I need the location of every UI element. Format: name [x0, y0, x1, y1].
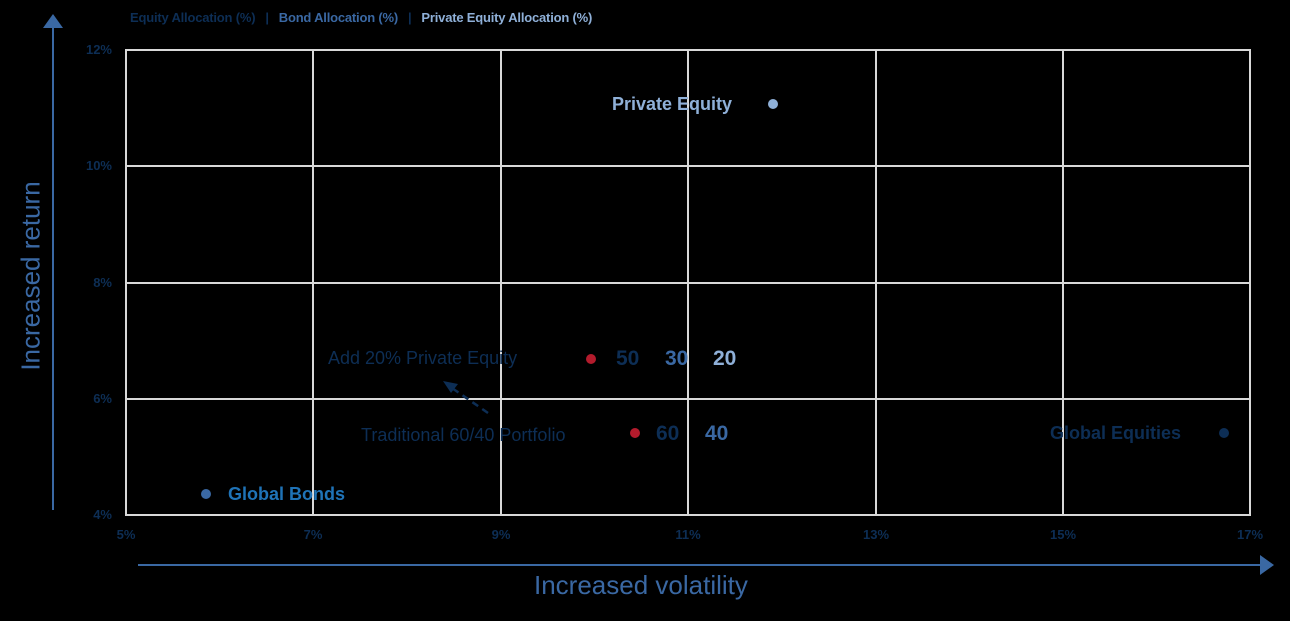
x-tick: 5%	[116, 527, 136, 542]
y-tick: 12%	[85, 42, 112, 57]
y-tick: 10%	[85, 158, 112, 173]
x-axis-title: Increased volatility	[534, 570, 748, 600]
legend-bond: Bond Allocation (%)	[278, 10, 398, 25]
alloc-traditional-equity: 60	[656, 422, 680, 445]
label-private-equity: Private Equity	[612, 94, 733, 114]
marker-global-bonds	[201, 489, 211, 499]
marker-global-equities	[1219, 428, 1229, 438]
marker-traditional	[630, 428, 640, 438]
x-tick: 13%	[862, 527, 890, 542]
chart-legend: Equity Allocation (%) | Bond Allocation (%…	[130, 10, 592, 25]
label-traditional: Traditional 60/40 Portfolio	[361, 425, 566, 445]
y-tick: 4%	[93, 507, 112, 522]
legend-separator: |	[407, 10, 412, 25]
alloc-add-pe-equity: 50	[616, 347, 640, 370]
alloc-traditional-bond: 40	[705, 422, 729, 445]
marker-private-equity	[768, 99, 778, 109]
label-add-pe: Add 20% Private Equity	[328, 348, 518, 368]
x-tick: 17%	[1236, 527, 1264, 542]
marker-add-pe	[586, 354, 596, 364]
plot-grid	[125, 49, 1251, 516]
legend-private-equity: Private Equity Allocation (%)	[421, 10, 593, 25]
y-tick: 8%	[93, 275, 112, 290]
x-tick: 11%	[675, 527, 701, 542]
label-global-bonds: Global Bonds	[228, 484, 345, 504]
x-axis-arrow-icon	[138, 555, 1274, 575]
y-axis-arrow-icon	[43, 14, 63, 510]
label-global-equities: Global Equities	[1050, 423, 1182, 443]
y-tick: 6%	[93, 391, 112, 406]
x-tick: 7%	[303, 527, 323, 542]
legend-equity: Equity Allocation (%)	[130, 10, 256, 25]
alloc-add-pe-bond: 30	[665, 347, 689, 370]
x-tick: 9%	[491, 527, 511, 542]
x-tick: 15%	[1049, 527, 1077, 542]
alloc-add-pe-private-equity: 20	[713, 347, 737, 370]
dashed-arrow-icon	[443, 381, 489, 415]
y-axis-title: Increased return	[15, 181, 46, 371]
legend-separator: |	[265, 10, 269, 25]
